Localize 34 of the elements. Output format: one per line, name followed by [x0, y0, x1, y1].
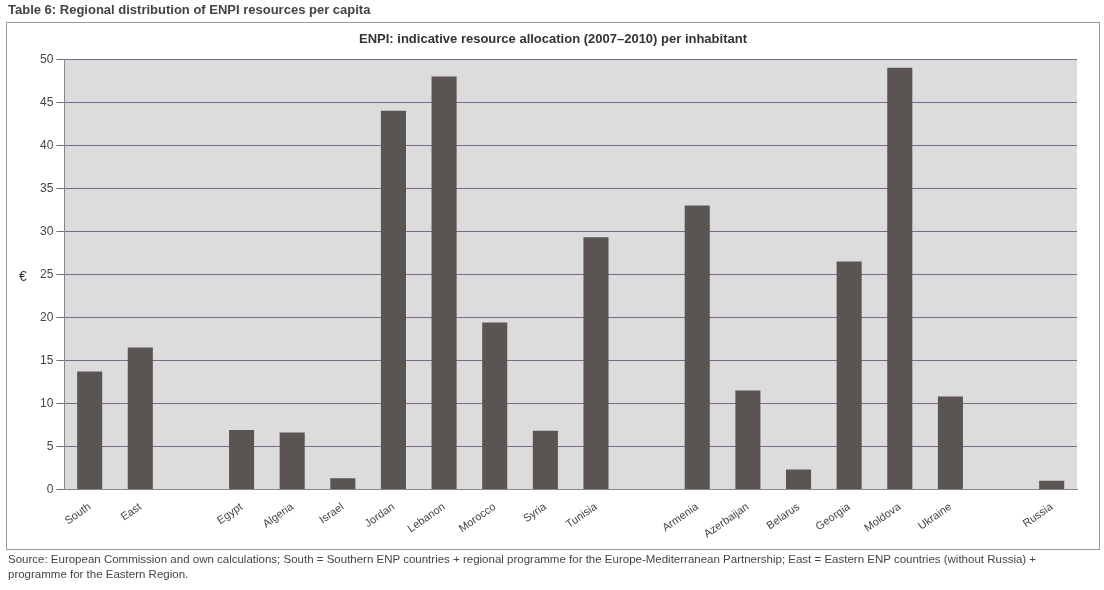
y-tick-label: 25 — [39, 266, 54, 281]
y-tick-label: 15 — [39, 352, 54, 367]
bar — [380, 110, 406, 489]
bar — [583, 237, 609, 489]
bar — [279, 432, 305, 489]
bar — [836, 261, 862, 489]
bar — [1039, 480, 1065, 489]
bar — [735, 390, 761, 489]
chart-title: Table 6: Regional distribution of ENPI resources per capita — [8, 2, 371, 17]
chart-subtitle: ENPI: indicative resource allocation (2007–2010) per inhabitant — [358, 31, 748, 46]
y-tick-label: 50 — [39, 51, 54, 66]
source-note: Source: European Commission and own calculations; South = Southern ENP countries + regional programme for the Europe-Mediterranean Partnership; East = Eastern ENP countries (without Russia) + programme for the Eastern Region. — [8, 552, 1038, 582]
y-tick-label: 45 — [39, 94, 54, 109]
y-tick-label: 40 — [39, 137, 54, 152]
bar — [937, 396, 963, 489]
bar — [684, 205, 710, 489]
y-tick-label: 30 — [39, 223, 54, 238]
x-tick-label: Syria — [520, 499, 549, 525]
bar — [229, 430, 255, 489]
bar — [532, 430, 558, 489]
y-tick-label: 0 — [46, 481, 54, 496]
bar — [77, 371, 103, 489]
bar — [431, 76, 457, 489]
bar — [127, 347, 153, 489]
y-tick-label: 5 — [46, 438, 54, 453]
y-tick-label: 20 — [39, 309, 54, 324]
y-tick-label: 10 — [39, 395, 54, 410]
bar — [887, 67, 913, 489]
bar — [785, 469, 812, 489]
x-tick-label: East — [118, 500, 144, 523]
y-axis-title: € — [19, 268, 27, 284]
bar — [330, 478, 356, 489]
y-tick-label: 35 — [39, 180, 54, 195]
bar — [482, 322, 508, 489]
